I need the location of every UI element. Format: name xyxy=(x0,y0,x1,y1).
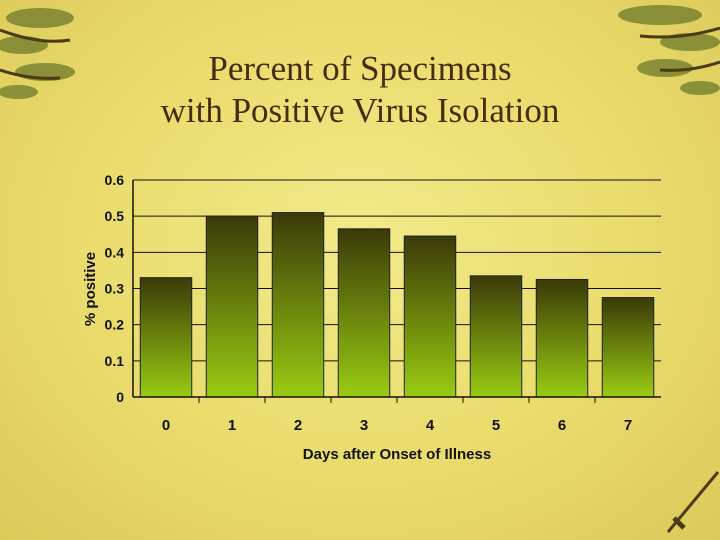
bar-day-5 xyxy=(469,275,523,398)
bar-day-7 xyxy=(601,297,655,398)
pine-branch-top-left-icon xyxy=(0,8,75,99)
y-tick-label: 0 xyxy=(116,389,124,405)
sword-icon xyxy=(666,471,720,533)
x-tick-label: 4 xyxy=(426,417,435,434)
bar-day-2 xyxy=(271,212,325,398)
y-axis-label: % positive xyxy=(82,252,99,326)
y-tick-label: 0.6 xyxy=(105,172,125,188)
x-axis-label: Days after Onset of Illness xyxy=(303,446,491,463)
x-tick-label: 5 xyxy=(492,417,500,434)
title-line-2: with Positive Virus Isolation xyxy=(160,91,560,130)
bar-day-1 xyxy=(205,215,259,398)
bar-day-4 xyxy=(403,235,457,398)
x-tick-labels: 0 1 2 3 4 5 6 7 xyxy=(162,397,632,434)
y-tick-label: 0.5 xyxy=(105,208,125,224)
y-tick-labels: 0 0.1 0.2 0.3 0.4 0.5 0.6 xyxy=(105,172,125,405)
x-tick-label: 7 xyxy=(624,417,632,434)
title-line-1: Percent of Specimens xyxy=(208,49,512,88)
bar-day-3 xyxy=(337,228,391,398)
pine-branch-top-right-icon xyxy=(618,5,720,95)
y-tick-label: 0.3 xyxy=(105,281,125,297)
y-tick-label: 0.4 xyxy=(105,244,125,260)
bars xyxy=(139,212,655,398)
x-tick-label: 0 xyxy=(162,417,170,434)
x-tick-label: 6 xyxy=(558,417,566,434)
x-tick-label: 3 xyxy=(360,417,368,434)
x-tick-label: 2 xyxy=(294,417,302,434)
y-tick-label: 0.1 xyxy=(105,353,125,369)
bar-day-6 xyxy=(535,278,589,398)
slide-title: Percent of Specimens with Positive Virus… xyxy=(0,48,720,132)
bar-day-0 xyxy=(139,277,193,398)
y-tick-label: 0.2 xyxy=(105,317,125,333)
x-tick-label: 1 xyxy=(228,417,236,434)
